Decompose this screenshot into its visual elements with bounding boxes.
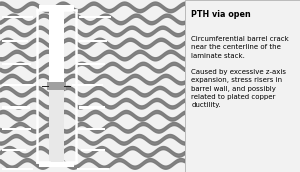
- Bar: [49, 90, 64, 167]
- Bar: [76, 63, 105, 65]
- Bar: [79, 16, 111, 18]
- Bar: [39, 162, 74, 167]
- Bar: [2, 84, 35, 86]
- Bar: [81, 149, 105, 151]
- Bar: [77, 168, 109, 170]
- Bar: [49, 5, 64, 82]
- Bar: [47, 82, 66, 90]
- Bar: [79, 106, 105, 109]
- Bar: [2, 40, 28, 42]
- Bar: [2, 149, 26, 151]
- Bar: [72, 84, 103, 86]
- Text: Circumferential barrel crack
near the centerline of the
laminate stack.

Caused : Circumferential barrel crack near the ce…: [191, 36, 289, 108]
- Bar: [2, 106, 29, 109]
- Bar: [76, 128, 105, 130]
- Bar: [79, 40, 107, 42]
- Bar: [2, 16, 33, 18]
- Bar: [2, 128, 31, 130]
- Text: PTH via open: PTH via open: [191, 10, 251, 19]
- Bar: [2, 168, 33, 170]
- Bar: [39, 5, 74, 10]
- Bar: [2, 63, 31, 65]
